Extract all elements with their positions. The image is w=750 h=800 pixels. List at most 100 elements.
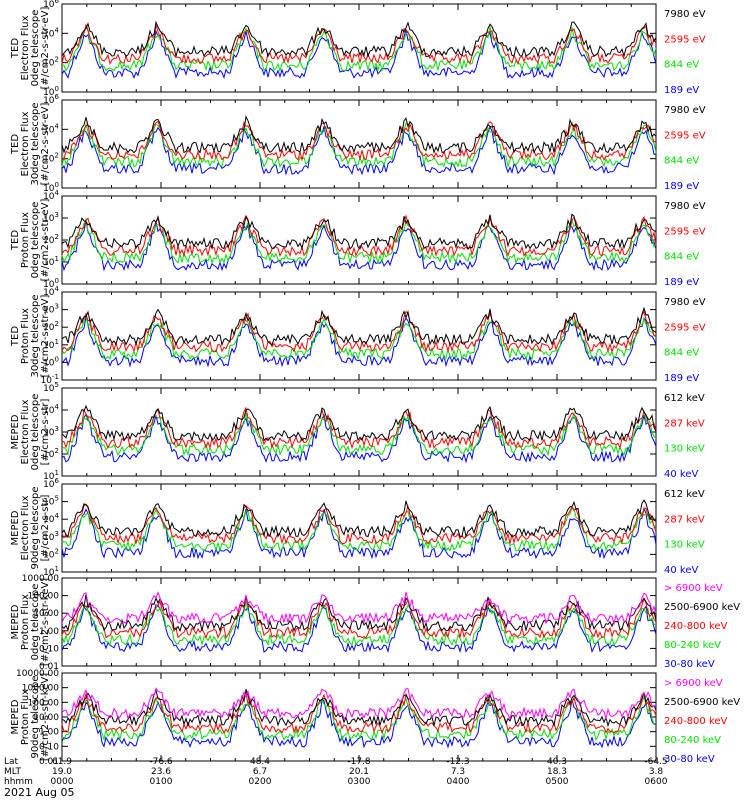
y-axis-label-line: TED xyxy=(10,134,21,155)
y-axis-label: TED Proton Flux 0deg telescope [#/cm2-s-str… xyxy=(10,199,51,282)
y-axis-label-line: Electron Flux xyxy=(20,15,31,80)
channel-label: 30-80 keV xyxy=(664,754,715,765)
footer-value: 0000 xyxy=(51,777,74,787)
y-tick-label: 1.00 xyxy=(39,627,59,637)
channel-label: 2595 eV xyxy=(664,322,706,333)
channel-label: 189 eV xyxy=(664,85,699,96)
channel-label: 130 keV xyxy=(664,540,705,551)
flux-trace-black xyxy=(61,213,657,250)
footer-axis: Lat 61.9 -76.6 48.4 -17.8 -12.3 40.3 -64.5 MLT 19… xyxy=(4,757,668,787)
flux-trace-green xyxy=(61,410,657,457)
flux-trace-green xyxy=(61,601,657,647)
channel-label: 7980 eV xyxy=(664,9,706,20)
y-tick-label: 1000.00 xyxy=(22,574,59,584)
flux-trace-red xyxy=(61,120,657,162)
channel-label: 240-800 keV xyxy=(664,621,728,632)
channel-label: > 6900 keV xyxy=(664,583,723,594)
y-tick-label: 1000.00 xyxy=(22,684,59,694)
footer-value: 6.7 xyxy=(253,767,267,777)
footer-value: 19.0 xyxy=(52,767,72,777)
y-axis-label-line: 30deg telescope xyxy=(30,294,41,377)
y-axis-label-line: [#/cm2-s-str-eV] xyxy=(40,7,51,90)
y-axis-label: MEPED Electron Flux 0deg telescope [#/cm2-s… xyxy=(10,394,51,471)
channel-label: 7980 eV xyxy=(664,201,706,212)
flux-trace-red xyxy=(61,23,657,65)
footer-value: 0500 xyxy=(546,777,569,787)
flux-trace-red xyxy=(61,690,657,735)
channel-label: 2500-6900 keV xyxy=(664,697,740,708)
y-axis-label: MEPED Proton Flux 0deg telescope [#/cm2-s-s… xyxy=(10,578,51,666)
y-axis-label-line: [#/cm2-s-str-eV] xyxy=(40,295,51,378)
footer-value: -64.5 xyxy=(644,757,667,767)
flux-trace-blue xyxy=(61,316,657,368)
channel-label: 287 keV xyxy=(664,418,705,429)
y-axis-label-line: Proton Flux xyxy=(20,212,31,268)
footer-value: 61.9 xyxy=(52,757,72,767)
flux-trace-red xyxy=(61,503,657,545)
y-axis-label-line: MEPED xyxy=(10,604,21,639)
flux-trace-black xyxy=(61,115,657,155)
y-axis-label-line: Electron Flux xyxy=(20,495,31,560)
flux-trace-blue xyxy=(61,29,657,80)
y-tick-label: 0.01 xyxy=(39,757,59,767)
flux-trace-red xyxy=(61,310,657,354)
channel-label: 189 eV xyxy=(664,277,699,288)
y-axis-label-line: MEPED xyxy=(10,414,21,449)
panel-frame xyxy=(61,483,657,573)
y-tick-label: 1.00 xyxy=(39,728,59,738)
footer-value: -76.6 xyxy=(149,757,173,767)
channel-label: 2500-6900 keV xyxy=(664,602,740,613)
y-axis-label: MEPED Electron Flux 90deg telescope [#/cm2-… xyxy=(10,486,51,569)
footer-value: 0300 xyxy=(348,777,371,787)
footer-value: 0600 xyxy=(645,777,668,787)
y-axis-label-line: Proton Flux xyxy=(20,689,31,745)
y-axis-label-line: 0deg telescope xyxy=(30,202,41,279)
y-tick-label: 0.01 xyxy=(39,662,59,672)
y-tick-label: 100.00 xyxy=(28,592,60,602)
flux-trace-black xyxy=(61,689,657,728)
channel-label: 240-800 keV xyxy=(664,716,728,727)
y-axis-label-line: 90deg telescope xyxy=(30,486,41,569)
channel-label: 30-80 keV xyxy=(664,659,715,670)
footer-row-label: MLT xyxy=(4,767,22,777)
y-axis-label-line: Proton Flux xyxy=(20,308,31,364)
footer-value: 48.4 xyxy=(250,757,270,767)
y-axis-label: TED Proton Flux 30deg telescope [#/cm2-s-st… xyxy=(10,294,51,377)
channel-label: 2595 eV xyxy=(664,130,706,141)
y-axis-label: MEPED Proton Flux 90deg telescope [#/cm2-s-… xyxy=(10,673,51,761)
footer-value: 0400 xyxy=(447,777,470,787)
y-axis-label: TED Electron Flux 30deg telescope [#/cm2-s-… xyxy=(10,102,51,185)
flux-trace-black xyxy=(61,20,657,59)
y-tick-label: 10.00 xyxy=(33,713,59,723)
flux-trace-black xyxy=(61,306,657,347)
y-axis-label-line: TED xyxy=(10,38,21,59)
y-axis-label: TED Electron Flux 0deg telescope [#/cm2-s-s… xyxy=(10,7,51,90)
panel-frame xyxy=(61,99,657,189)
footer-value: 7.3 xyxy=(451,767,465,777)
footer-row-label: Lat xyxy=(4,757,19,767)
flux-trace-red xyxy=(61,406,657,450)
channel-label: 844 eV xyxy=(664,60,699,71)
y-axis-label-line: [#/cm2-s-str] xyxy=(40,494,51,561)
channel-label: 40 keV xyxy=(664,469,698,480)
y-axis-label-line: 0deg telescope xyxy=(30,10,41,87)
channel-label: 844 eV xyxy=(664,348,699,359)
date-label: 2021 Aug 05 xyxy=(4,786,75,799)
channel-label: 844 eV xyxy=(664,156,699,167)
footer-row-label: hhmm xyxy=(4,777,33,787)
footer-value: 3.8 xyxy=(649,767,664,777)
y-tick-label: 100.00 xyxy=(28,698,60,708)
channel-label: 844 eV xyxy=(664,252,699,263)
channel-label: 612 keV xyxy=(664,489,705,500)
footer-value: 23.6 xyxy=(151,767,171,777)
channel-label: 612 keV xyxy=(664,393,705,404)
flux-trace-black xyxy=(61,499,657,539)
y-axis-label-line: TED xyxy=(10,230,21,251)
